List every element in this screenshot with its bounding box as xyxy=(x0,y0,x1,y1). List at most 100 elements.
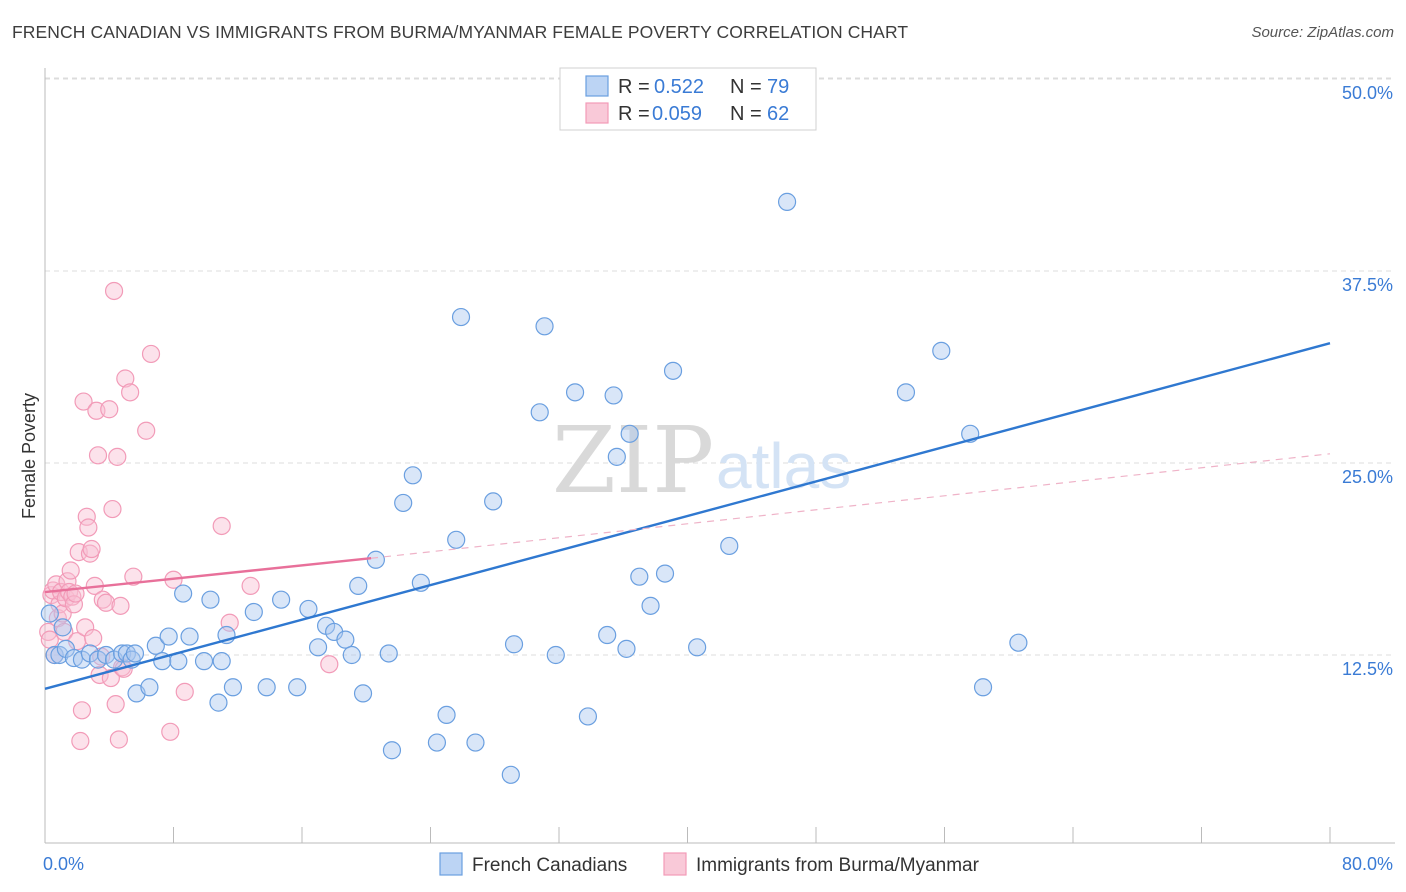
burma-point xyxy=(109,730,128,749)
y-tick-label: 12.5% xyxy=(1342,659,1393,679)
burma-point xyxy=(74,392,93,411)
french-point xyxy=(403,466,422,485)
burma-point xyxy=(175,682,194,701)
french-point xyxy=(546,645,565,665)
burma-point xyxy=(241,576,260,595)
legend-swatch-french xyxy=(585,75,609,97)
y-axis-label: Female Poverty xyxy=(19,393,39,519)
french-point xyxy=(112,644,132,663)
burma-point xyxy=(72,701,92,720)
french-point xyxy=(437,705,456,725)
x-tick-label-max: 80.0% xyxy=(1342,854,1393,874)
french-point xyxy=(180,627,199,646)
french-point xyxy=(973,678,993,697)
burma-point xyxy=(39,622,58,642)
french-point xyxy=(40,604,59,623)
french-point xyxy=(45,645,64,665)
french-point xyxy=(244,602,263,622)
french-points xyxy=(40,77,1028,784)
french-point xyxy=(932,341,951,360)
french-point xyxy=(159,627,178,646)
x-tick-label-min: 0.0% xyxy=(43,854,84,874)
axes xyxy=(44,68,1395,844)
burma-point xyxy=(137,421,156,440)
french-trend-line xyxy=(44,342,1331,690)
french-point xyxy=(174,584,193,603)
burma-point xyxy=(141,344,161,364)
legend-r-value-burma: 0.059 xyxy=(652,103,702,125)
french-point xyxy=(451,307,471,327)
french-point xyxy=(896,383,916,402)
french-point xyxy=(620,424,639,443)
burma-point xyxy=(106,695,125,714)
grid-lines xyxy=(45,77,1395,656)
french-point xyxy=(598,625,617,645)
french-point xyxy=(578,707,598,726)
french-point xyxy=(565,383,585,402)
burma-point xyxy=(116,369,135,388)
burma-point xyxy=(111,596,130,615)
y-tick-labels: 12.5% 25.0% 37.5% 50.0% xyxy=(1342,83,1393,679)
french-point xyxy=(336,630,355,649)
french-point xyxy=(530,403,549,422)
burma-point xyxy=(96,593,116,612)
french-point xyxy=(223,678,243,697)
french-point xyxy=(501,765,520,784)
burma-point xyxy=(93,590,112,609)
watermark: ZIP atlas xyxy=(552,407,851,514)
french-point xyxy=(641,596,660,615)
french-point xyxy=(382,741,402,760)
french-point xyxy=(466,733,485,752)
french-point xyxy=(617,639,636,658)
bottom-legend-swatch-burma xyxy=(663,852,687,876)
french-point xyxy=(299,599,318,619)
french-point xyxy=(504,635,524,654)
burma-trend-line-extrapolated xyxy=(371,453,1331,559)
french-point xyxy=(663,361,683,380)
french-point xyxy=(688,638,707,657)
french-point xyxy=(427,733,447,752)
burma-point xyxy=(61,561,80,580)
french-point xyxy=(630,567,649,586)
legend-n-label-french: N = xyxy=(730,76,762,98)
burma-point xyxy=(212,516,231,536)
french-point xyxy=(777,192,797,211)
french-point xyxy=(201,590,220,609)
french-point xyxy=(288,678,307,697)
french-point xyxy=(720,536,739,556)
y-tick-label: 50.0% xyxy=(1342,83,1393,103)
french-point xyxy=(447,530,466,549)
french-point xyxy=(394,493,413,513)
french-point xyxy=(125,644,145,663)
series-legend: French Canadians Immigrants from Burma/M… xyxy=(439,852,980,876)
chart-title: FRENCH CANADIAN VS IMMIGRANTS FROM BURMA… xyxy=(12,22,909,42)
bottom-legend-label-french: French Canadians xyxy=(472,855,627,876)
french-point xyxy=(140,678,159,697)
legend-swatch-burma xyxy=(585,102,609,124)
french-point xyxy=(484,492,503,511)
watermark-zip: ZIP xyxy=(552,407,714,514)
burma-point xyxy=(320,655,339,674)
french-point xyxy=(272,590,291,609)
french-point xyxy=(1009,633,1028,652)
legend-n-value-french: 79 xyxy=(767,76,789,98)
burma-point xyxy=(161,722,180,741)
french-point xyxy=(366,550,385,569)
french-point xyxy=(607,447,626,466)
french-point xyxy=(257,678,276,697)
french-point xyxy=(604,386,623,405)
burma-point xyxy=(71,731,90,751)
bottom-legend-swatch-french xyxy=(439,852,463,876)
burma-point xyxy=(108,447,127,466)
french-point xyxy=(353,684,373,703)
source-label: Source: ZipAtlas.com xyxy=(1251,24,1394,41)
trend-lines xyxy=(44,342,1331,690)
y-tick-label: 37.5% xyxy=(1342,275,1393,295)
legend-r-value-french: 0.522 xyxy=(654,76,704,98)
correlation-legend: R = 0.522 N = 79 R = 0.059 N = 62 xyxy=(559,67,817,131)
legend-r-label-burma: R = xyxy=(618,103,650,125)
burma-point xyxy=(104,281,124,301)
burma-point xyxy=(88,446,108,465)
burma-point xyxy=(79,518,98,537)
